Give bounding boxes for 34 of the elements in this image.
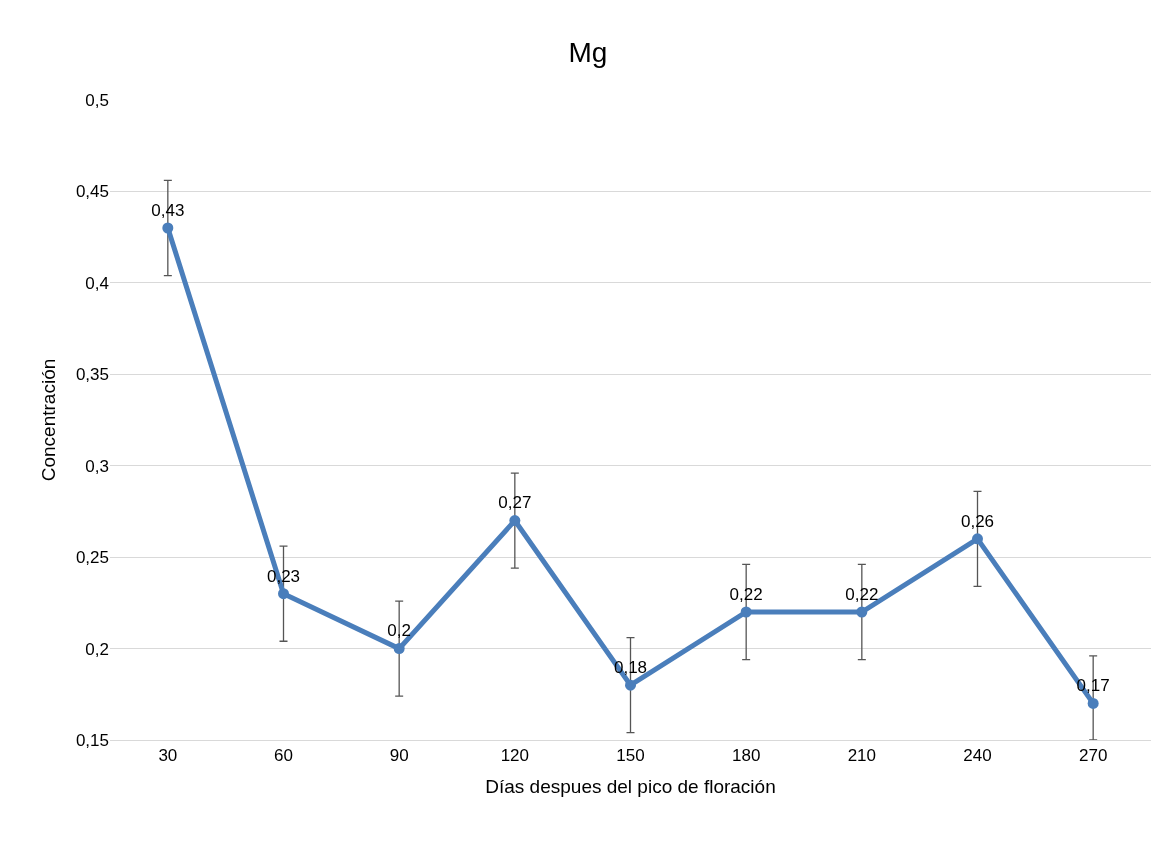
point: [856, 606, 868, 618]
x-tick-label: 180: [731, 746, 761, 766]
y-tick-label: 0,4: [85, 273, 109, 293]
y-tick-label: 0,3: [85, 456, 109, 476]
x-axis-title: Días despues del pico de floración: [485, 776, 776, 798]
y-tick-label: 0,35: [75, 365, 109, 385]
point: [393, 643, 405, 655]
chart-title: Mg: [568, 37, 608, 69]
point: [278, 588, 289, 600]
y-tick-label: 0,25: [75, 548, 109, 568]
y-tick-label: 0,45: [75, 182, 109, 202]
data-label: 0,22: [729, 584, 763, 604]
point: [1087, 697, 1099, 709]
data-label: 0,2: [387, 621, 411, 641]
x-tick-label: 90: [389, 746, 409, 766]
point: [509, 515, 521, 527]
x-tick-label: 60: [274, 746, 293, 766]
data-label: 0,43: [151, 200, 185, 220]
y-tick-label: 0,2: [85, 639, 109, 659]
point: [625, 679, 636, 691]
y-tick-label: 0,15: [75, 730, 109, 750]
point: [162, 222, 174, 234]
point: [740, 606, 752, 618]
x-tick-label: 210: [847, 746, 877, 766]
data-label: 0,22: [845, 584, 879, 604]
x-tick-label: 30: [158, 746, 178, 766]
x-tick-label: 240: [963, 746, 992, 766]
point: [972, 533, 983, 545]
data-label: 0,27: [498, 493, 532, 513]
x-tick-label: 150: [616, 746, 645, 766]
y-axis-title: Concentración: [37, 358, 59, 482]
x-tick-label: 270: [1078, 746, 1108, 766]
y-tick-label: 0,5: [85, 90, 109, 110]
x-tick-label: 120: [500, 746, 530, 766]
